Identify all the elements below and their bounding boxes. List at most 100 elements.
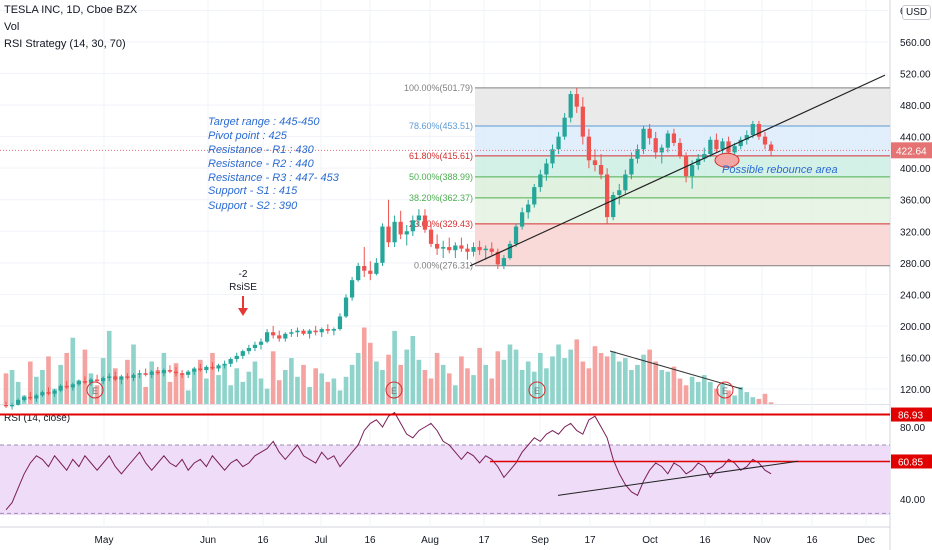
- candle-body: [416, 215, 422, 221]
- candle-body: [653, 138, 658, 153]
- candle-body: [592, 160, 598, 166]
- volume-bar: [88, 373, 94, 404]
- volume-bar: [15, 381, 21, 404]
- volume-bar: [252, 361, 258, 404]
- volume-bar: [392, 330, 397, 404]
- candle-body: [732, 146, 737, 153]
- volume-bar: [586, 368, 592, 404]
- rsi-tick-label: 80.00: [900, 423, 925, 434]
- volume-bar: [161, 353, 167, 404]
- volume-bar: [416, 359, 422, 404]
- candle-body: [131, 374, 136, 378]
- time-tick-label: 16: [364, 535, 376, 546]
- candle-body: [404, 231, 409, 235]
- candle-body: [750, 124, 755, 136]
- volume-bar: [258, 378, 264, 404]
- volume-bar: [210, 353, 215, 404]
- volume-bar: [276, 380, 282, 404]
- candle-body: [258, 341, 264, 345]
- volume-bar: [64, 353, 70, 404]
- volume-bar: [580, 361, 586, 404]
- volume-bar: [380, 370, 385, 404]
- candle-body: [3, 404, 9, 407]
- volume-bar: [94, 385, 100, 404]
- candle-body: [538, 174, 543, 188]
- candle-body: [611, 194, 616, 218]
- candle-body: [76, 381, 81, 385]
- candle-body: [768, 144, 774, 151]
- candle-body: [28, 396, 33, 399]
- candle-body: [556, 136, 561, 150]
- candle-body: [447, 247, 452, 251]
- earnings-marker: [716, 381, 734, 399]
- candle-body: [562, 117, 567, 137]
- candle-body: [70, 384, 75, 388]
- time-tick-label: Jun: [200, 535, 216, 546]
- volume-bar: [762, 393, 768, 404]
- candle-body: [234, 355, 239, 360]
- volume-bar: [689, 376, 695, 404]
- candle-body: [647, 128, 652, 139]
- time-tick-label: Sep: [531, 535, 549, 546]
- sell-arrow-head: [238, 308, 248, 316]
- volume-bar: [143, 387, 148, 404]
- candle-body: [246, 347, 252, 352]
- candle-body: [386, 226, 391, 243]
- volume-bar: [410, 336, 416, 404]
- fib-zone: [475, 87, 890, 126]
- fib-level-label: 50.00%(388.99): [409, 172, 473, 182]
- earnings-marker-label: E: [722, 386, 728, 396]
- volume-bar: [744, 392, 750, 404]
- price-tick-label: 240.00: [900, 290, 931, 301]
- candle-body: [264, 332, 270, 342]
- volume-bar: [434, 353, 440, 404]
- candle-body: [40, 392, 45, 396]
- candle-body: [198, 368, 203, 371]
- volume-bar: [592, 346, 598, 404]
- volume-bar: [574, 339, 580, 404]
- volume-bar: [137, 375, 142, 404]
- volume-bar: [653, 361, 659, 404]
- volume-legend: Vol: [4, 21, 20, 33]
- time-tick-label: 16: [257, 535, 269, 546]
- time-tick-label: May: [95, 535, 114, 546]
- volume-bar: [246, 371, 252, 404]
- candle-body: [313, 330, 318, 333]
- volume-bar: [598, 353, 604, 404]
- volume-bar: [70, 337, 76, 404]
- volume-bar: [683, 385, 689, 404]
- volume-bar: [283, 370, 288, 404]
- fib-level-label: 100.00%(501.79): [404, 83, 473, 93]
- candle-body: [477, 247, 482, 251]
- candle-body: [295, 330, 300, 333]
- rsi-line: [5, 411, 772, 511]
- volume-bar: [701, 375, 707, 404]
- support-s2-note: Support - S2 : 390: [208, 200, 298, 212]
- candle-body: [192, 368, 197, 372]
- volume-bar: [489, 378, 495, 404]
- candle-body: [635, 149, 640, 159]
- earnings-marker-label: E: [92, 386, 98, 396]
- candle-body: [349, 280, 355, 298]
- candle-body: [398, 221, 403, 235]
- candle-body: [155, 371, 160, 374]
- volume-bar: [313, 368, 318, 404]
- fib-zone: [475, 223, 890, 266]
- candle-body: [641, 128, 646, 150]
- volume-bar: [768, 402, 774, 404]
- candle-body: [604, 174, 610, 218]
- candle-body: [101, 377, 106, 382]
- volume-bar: [398, 364, 403, 404]
- volume-bar: [629, 370, 634, 404]
- fib-level-label: 23.60%(329.43): [409, 219, 473, 229]
- volume-bar: [46, 356, 51, 404]
- rebound-area-marker: [714, 152, 740, 168]
- candle-body: [88, 379, 94, 383]
- volume-bar: [568, 349, 573, 404]
- candle-body: [568, 94, 573, 118]
- currency-badge[interactable]: USD: [902, 5, 932, 20]
- fib-level-label: 38.20%(362.37): [409, 193, 473, 203]
- time-tick-label: 17: [584, 535, 596, 546]
- candle-body: [532, 187, 537, 205]
